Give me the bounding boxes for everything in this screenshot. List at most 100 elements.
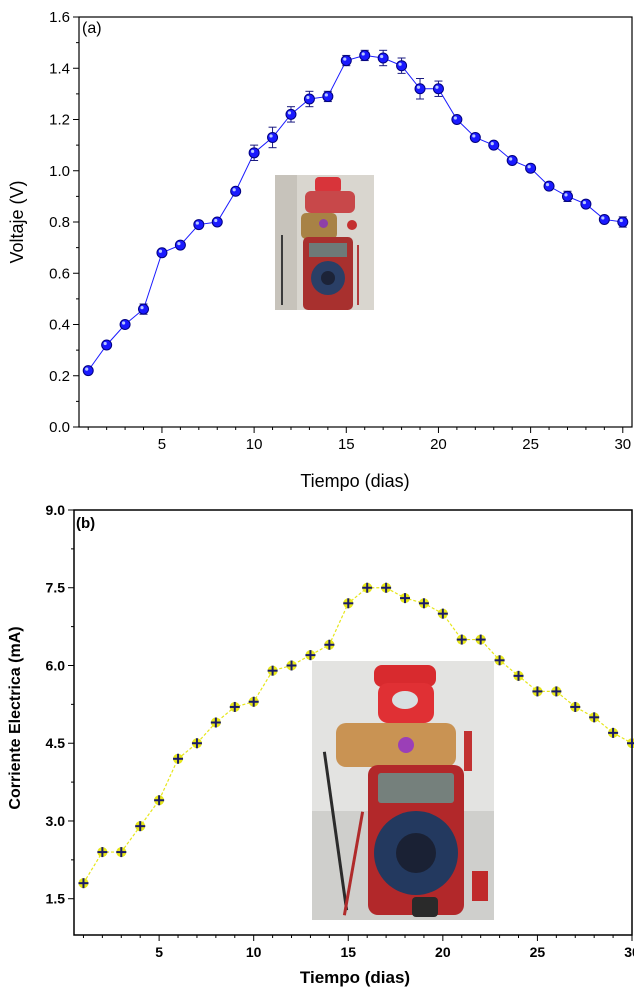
data-point bbox=[414, 83, 426, 95]
data-point-highlight bbox=[361, 52, 365, 56]
series-line bbox=[82, 587, 633, 884]
y-tick-label: 6.0 bbox=[46, 657, 66, 673]
data-point-highlight bbox=[306, 95, 310, 100]
panel-a-y-axis-label: Voltaje (V) bbox=[7, 180, 27, 263]
data-point-highlight bbox=[287, 111, 292, 115]
panel-a-label: (a) bbox=[82, 20, 102, 37]
data-point bbox=[469, 131, 481, 143]
panel-b-plot-frame bbox=[73, 509, 633, 936]
x-tick-label: 10 bbox=[246, 436, 263, 453]
data-point bbox=[303, 93, 315, 105]
data-point-highlight bbox=[453, 116, 457, 120]
data-point bbox=[119, 319, 131, 330]
y-tick-label: 0.0 bbox=[49, 419, 70, 436]
data-point bbox=[340, 55, 352, 67]
x-tick-label: 30 bbox=[614, 436, 631, 453]
x-tick-label: 15 bbox=[340, 944, 356, 960]
y-tick-label: 0.4 bbox=[49, 317, 70, 334]
panel-a-inset-photo bbox=[275, 175, 374, 310]
data-point bbox=[267, 131, 279, 143]
data-point bbox=[82, 365, 94, 377]
data-point-highlight bbox=[582, 200, 587, 205]
data-point-highlight bbox=[472, 134, 476, 138]
data-point-highlight bbox=[343, 57, 347, 61]
data-point-highlight bbox=[435, 85, 439, 89]
data-point bbox=[543, 180, 555, 192]
data-point-highlight bbox=[251, 149, 255, 153]
data-point bbox=[193, 219, 205, 231]
panel-b-label: (b) bbox=[76, 515, 95, 532]
x-tick-label: 20 bbox=[430, 436, 447, 453]
data-point bbox=[248, 147, 260, 159]
data-point-highlight bbox=[195, 221, 199, 225]
data-point bbox=[156, 247, 168, 259]
data-point bbox=[211, 216, 223, 228]
y-tick-label: 1.4 bbox=[49, 60, 70, 77]
panel-a-ticks: 5 10 15 20 25 30 0.0 0.2 0.4 0.6 0.8 1.0 1.2 1.4 1.6 bbox=[49, 9, 631, 453]
x-tick-label: 15 bbox=[338, 436, 355, 453]
data-point bbox=[285, 108, 297, 120]
data-point bbox=[138, 303, 150, 315]
data-point bbox=[451, 114, 463, 125]
data-point-highlight bbox=[601, 216, 605, 220]
data-point bbox=[432, 83, 444, 95]
data-point-highlight bbox=[103, 341, 107, 346]
data-point-highlight bbox=[509, 157, 513, 161]
x-tick-label: 20 bbox=[435, 944, 451, 960]
data-point-highlight bbox=[85, 367, 89, 371]
data-point bbox=[230, 185, 242, 197]
data-point bbox=[396, 60, 408, 72]
data-point-highlight bbox=[232, 188, 236, 192]
x-tick-label: 10 bbox=[246, 944, 262, 960]
data-point-highlight bbox=[416, 85, 421, 89]
data-point bbox=[598, 213, 610, 225]
data-point bbox=[377, 52, 389, 64]
data-point-highlight bbox=[619, 218, 623, 223]
y-tick-label: 1.5 bbox=[46, 891, 66, 907]
data-point-highlight bbox=[269, 134, 273, 138]
panel-a-x-axis-label: Tiempo (dias) bbox=[300, 471, 409, 491]
data-point bbox=[580, 198, 592, 210]
y-tick-label: 7.5 bbox=[46, 580, 66, 596]
data-point bbox=[617, 216, 629, 228]
data-point-highlight bbox=[564, 193, 568, 197]
data-point bbox=[174, 239, 186, 251]
data-point bbox=[525, 162, 537, 174]
panel-b-current-chart: 5 10 15 20 25 30 1.5 3.0 4.5 6.0 7.5 9.0 (b) Tiempo… bbox=[7, 502, 634, 987]
data-point-highlight bbox=[140, 306, 144, 310]
panel-b-x-axis-label: Tiempo (dias) bbox=[300, 968, 410, 987]
data-point bbox=[561, 190, 573, 202]
panel-a-series-points bbox=[82, 49, 629, 377]
panel-b-ticks: 5 10 15 20 25 30 1.5 3.0 4.5 6.0 7.5 9.0 bbox=[46, 502, 634, 960]
data-point bbox=[359, 49, 371, 61]
y-tick-label: 4.5 bbox=[46, 735, 66, 751]
y-tick-label: 1.0 bbox=[49, 163, 70, 180]
y-tick-label: 9.0 bbox=[46, 502, 66, 518]
y-tick-label: 1.2 bbox=[49, 112, 70, 129]
x-tick-label: 25 bbox=[522, 436, 539, 453]
y-tick-label: 0.8 bbox=[49, 214, 70, 231]
data-point bbox=[322, 90, 334, 102]
data-point-highlight bbox=[121, 321, 126, 325]
panel-b-y-axis-label: Corriente Electrica (mA) bbox=[7, 626, 24, 809]
data-point bbox=[506, 155, 518, 166]
data-point bbox=[101, 339, 113, 351]
data-point-highlight bbox=[398, 62, 402, 66]
data-point-highlight bbox=[177, 241, 181, 246]
x-tick-label: 25 bbox=[530, 944, 546, 960]
data-point-highlight bbox=[214, 218, 218, 223]
data-point-highlight bbox=[490, 142, 494, 146]
data-point bbox=[488, 139, 500, 151]
x-tick-label: 5 bbox=[158, 436, 166, 453]
data-point-highlight bbox=[527, 165, 531, 169]
data-point-highlight bbox=[324, 93, 328, 97]
data-point-highlight bbox=[380, 54, 384, 59]
y-tick-label: 1.6 bbox=[49, 9, 70, 26]
y-tick-label: 0.2 bbox=[49, 368, 70, 385]
data-point-highlight bbox=[545, 183, 550, 187]
y-tick-label: 0.6 bbox=[49, 265, 70, 282]
y-tick-label: 3.0 bbox=[46, 813, 66, 829]
x-tick-label: 5 bbox=[155, 944, 163, 960]
panel-b-series-points bbox=[78, 582, 634, 889]
